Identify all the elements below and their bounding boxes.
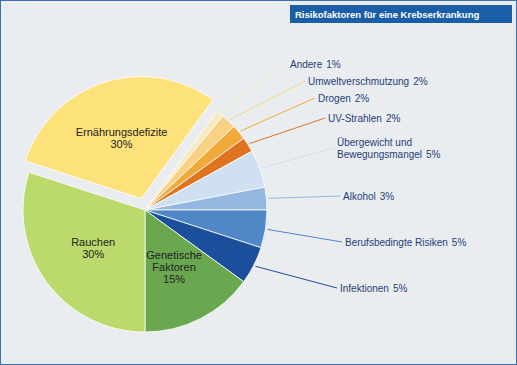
leader-line <box>268 196 340 198</box>
slice-label: Berufsbedingte Risiken 5% <box>345 237 466 248</box>
slice-label: Alkohol 3% <box>343 191 394 202</box>
category-label: Berufsbedingte Risiken <box>345 237 448 248</box>
slice-label: Infektionen 5% <box>340 283 407 294</box>
value-label: 15% <box>163 273 185 285</box>
leader-line <box>221 64 287 112</box>
value-label: 30% <box>82 248 104 260</box>
leader-line <box>241 98 315 131</box>
slice-label: UV-Strahlen 2% <box>328 113 400 124</box>
value-label: 2% <box>386 113 401 124</box>
category-label: Andere <box>290 59 323 70</box>
title-box <box>290 5 512 23</box>
slice-label: Übergewicht undBewegungsmangel 5% <box>337 137 441 160</box>
value-label: 1% <box>326 59 341 70</box>
value-label: 5% <box>426 149 441 160</box>
leader-line <box>255 266 337 288</box>
value-label: 2% <box>413 76 428 87</box>
value-label: 5% <box>452 237 467 248</box>
slice <box>145 210 244 332</box>
value-label: 2% <box>355 93 370 104</box>
category-label: Ernährungsdefizite <box>76 126 168 138</box>
value-label: 30% <box>110 138 132 150</box>
slice-label: Ernährungsdefizite30% <box>76 126 168 150</box>
slice-label: Rauchen30% <box>71 236 115 260</box>
category-label: Übergewicht und <box>337 137 412 148</box>
category-label: UV-Strahlen <box>328 113 382 124</box>
category-label: Genetische <box>146 249 202 261</box>
leader-line <box>262 148 334 168</box>
category-label: Infektionen <box>340 283 389 294</box>
pie: Ernährungsdefizite30%GenetischeFaktoren1… <box>23 77 267 332</box>
category-label: Umweltverschmutzung <box>308 76 409 87</box>
title: Risikofaktoren für eine Krebserkrankung <box>295 9 479 20</box>
chart: Risikofaktoren für eine Krebserkrankung E… <box>0 0 517 365</box>
category-label: Rauchen <box>71 236 115 248</box>
leader-line <box>250 118 325 144</box>
category-label: Drogen <box>318 93 351 104</box>
category-label: Faktoren <box>152 261 195 273</box>
leader-line <box>230 81 305 120</box>
leader-line <box>267 229 342 242</box>
slice-label: Andere1% <box>290 59 341 70</box>
value-label: 3% <box>380 191 395 202</box>
category-label: Bewegungsmangel <box>337 149 422 160</box>
value-label: 5% <box>393 283 408 294</box>
slice-label: Umweltverschmutzung 2% <box>308 76 428 87</box>
slice-label: Drogen 2% <box>318 93 369 104</box>
slice <box>145 187 267 210</box>
slice-label: GenetischeFaktoren15% <box>146 249 202 285</box>
slice <box>23 172 145 332</box>
category-label: Alkohol <box>343 191 376 202</box>
background <box>1 1 517 365</box>
